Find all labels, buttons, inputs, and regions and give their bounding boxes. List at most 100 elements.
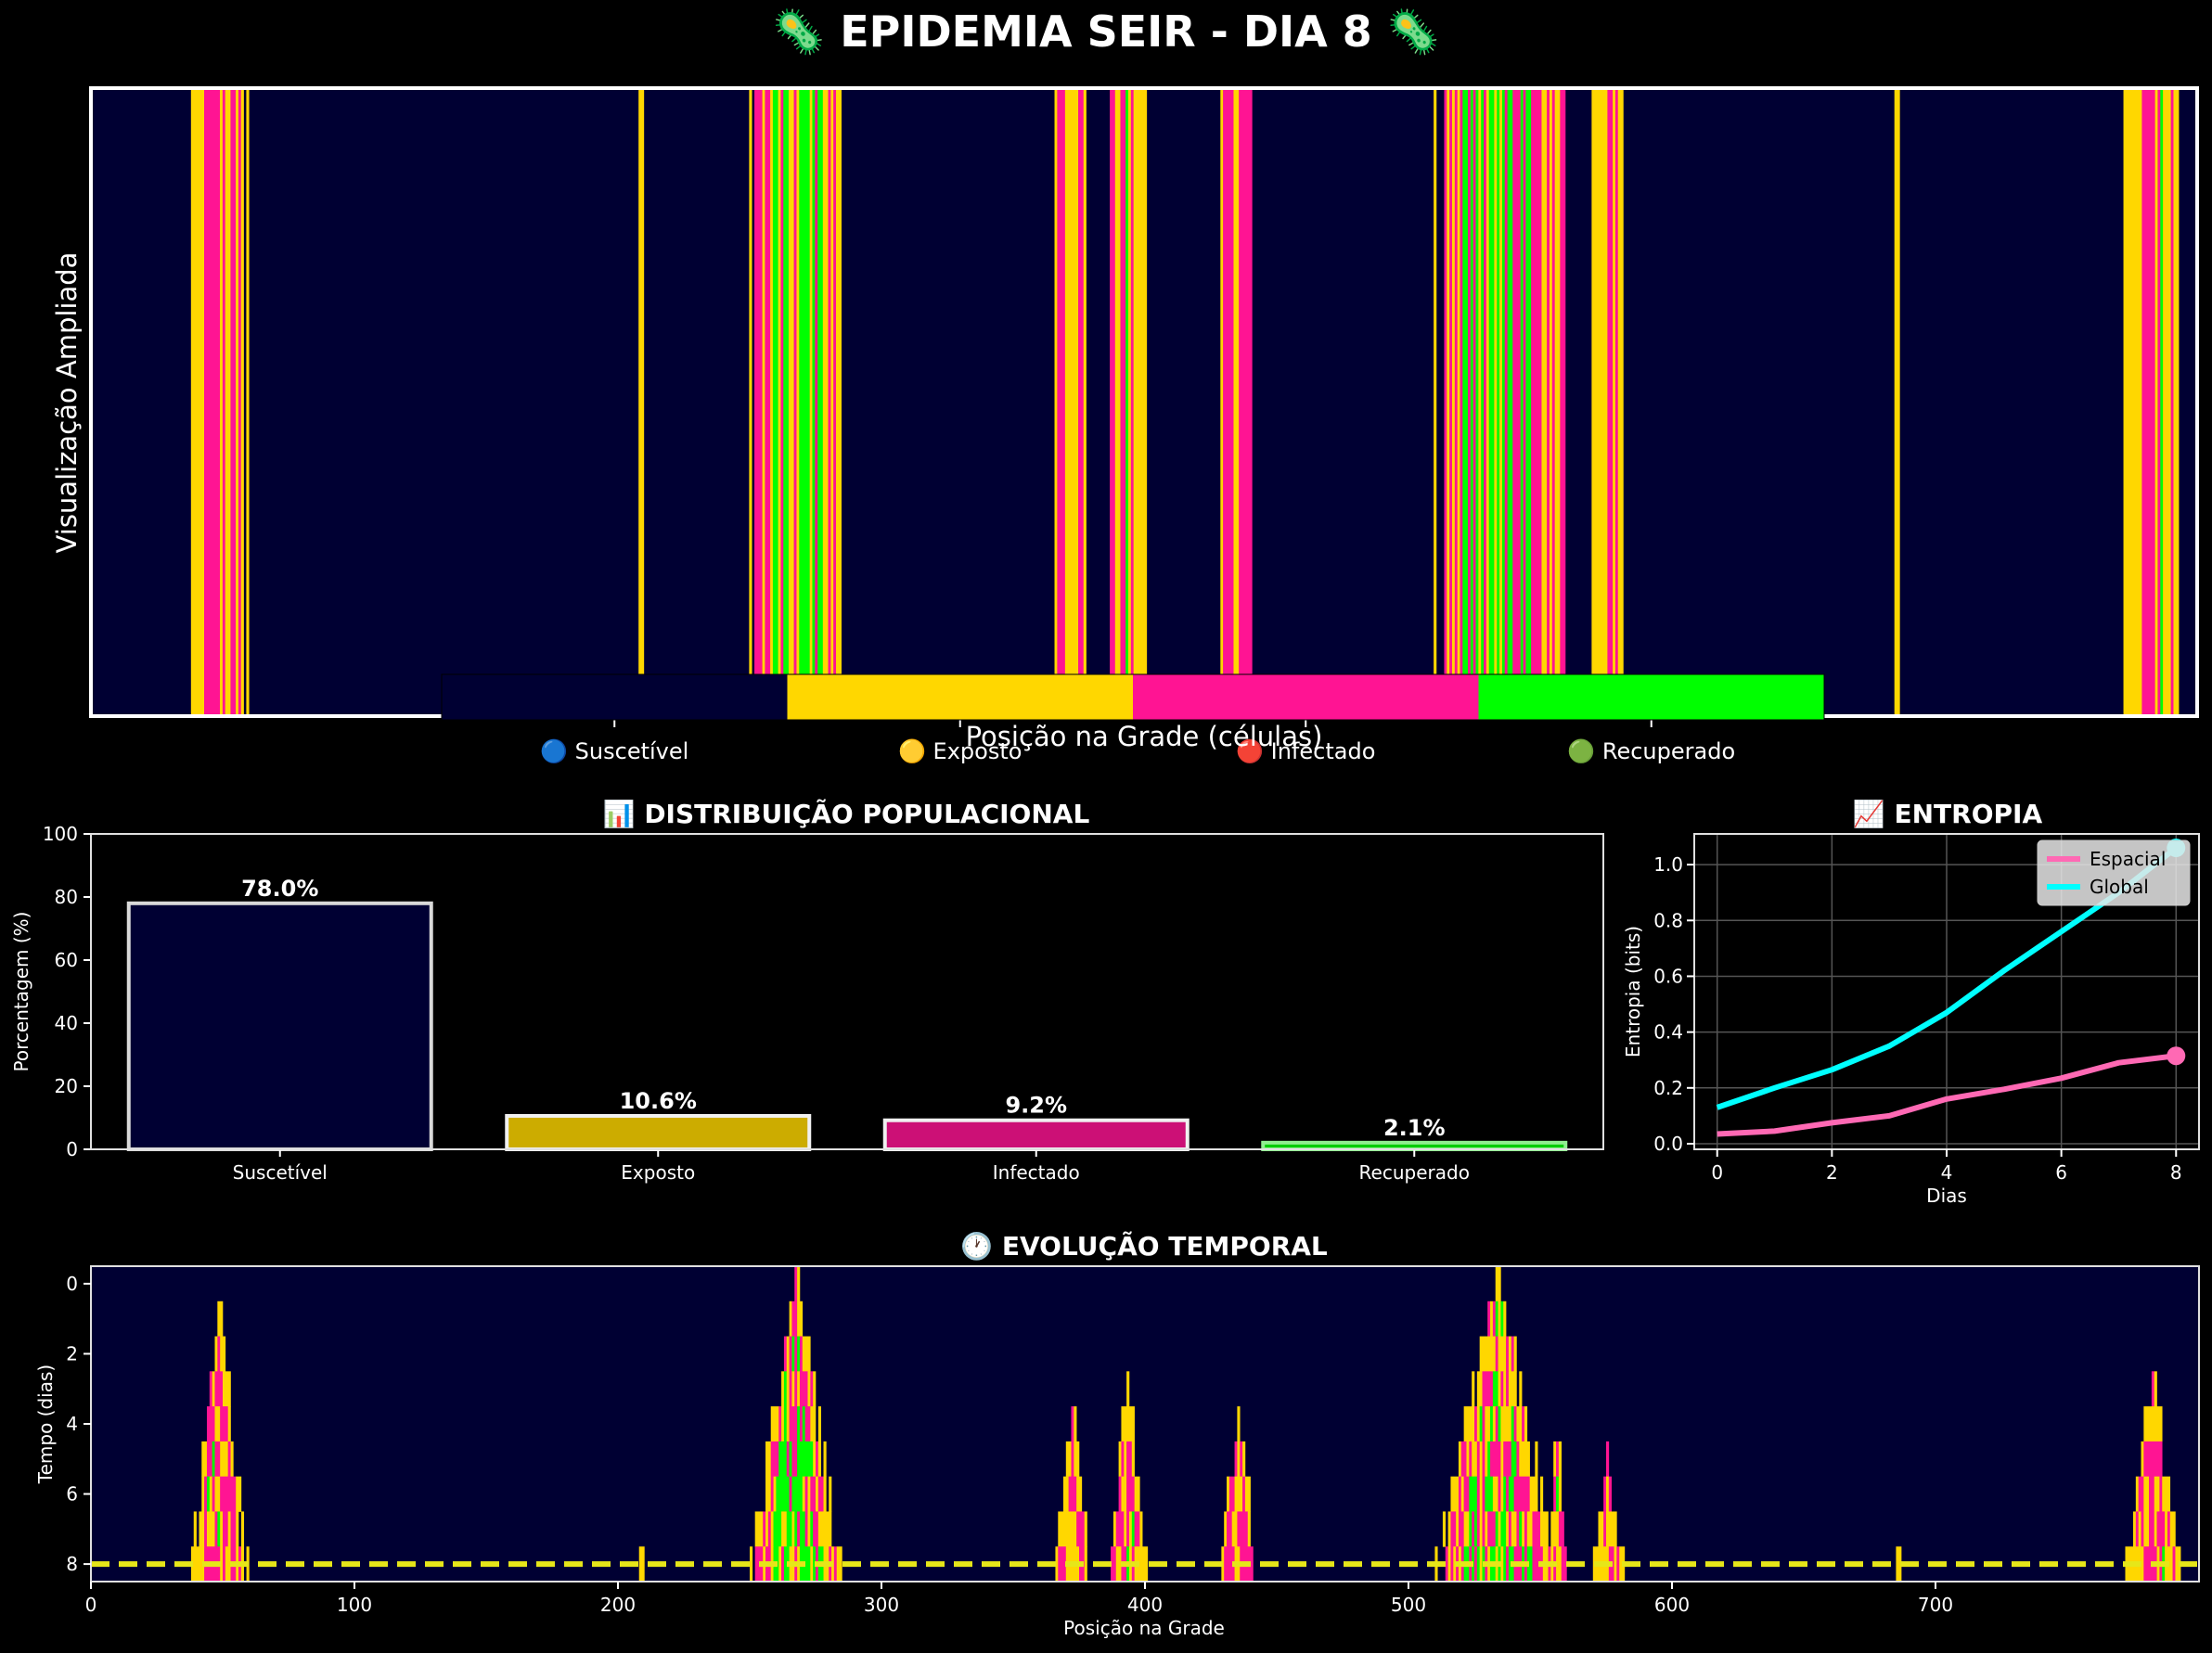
heatmap-cell-run xyxy=(204,1476,208,1512)
heatmap-cell-run xyxy=(1463,1406,1475,1442)
heatmap-cell-run xyxy=(2138,1476,2144,1512)
heatmap-cell-run xyxy=(799,1511,805,1547)
heatmap-cell-run xyxy=(802,1336,811,1372)
grid-cell-run xyxy=(1470,88,1473,716)
grid-cell-run xyxy=(1478,88,1482,716)
x-tick-label: Exposto xyxy=(621,1161,695,1184)
grid-cell-run xyxy=(1110,88,1116,716)
heatmap-cell-run xyxy=(781,1406,785,1442)
heatmap-cell-run xyxy=(1614,1546,1617,1583)
heatmap-cell-run xyxy=(1458,1441,1462,1478)
heatmap-cell-run xyxy=(1556,1441,1560,1478)
heatmap-cell-run xyxy=(1524,1511,1528,1547)
grid-cell-run xyxy=(2141,88,2155,716)
heatmap-cell-run xyxy=(1458,1476,1462,1512)
heatmap-cell-run xyxy=(789,1476,792,1512)
grid-cell-run xyxy=(1613,88,1616,716)
y-tick-label: 0.2 xyxy=(1653,1077,1683,1099)
grid-cell-run xyxy=(1078,88,1085,716)
grid-view-xlabel: Posição na Grade (células) xyxy=(966,721,1323,752)
heatmap-cell-run xyxy=(816,1441,819,1478)
heatmap-cell-run xyxy=(1065,1441,1072,1478)
heatmap-cell-run xyxy=(781,1546,785,1583)
heatmap-cell-run xyxy=(1506,1371,1510,1407)
heatmap-cell-run xyxy=(1482,1476,1485,1512)
heatmap-cell-run xyxy=(810,1371,814,1407)
grid-cell-run xyxy=(1444,88,1447,716)
bar xyxy=(126,901,433,1151)
grid-cell-run xyxy=(796,88,800,716)
distribution-ylabel: Porcentagem (%) xyxy=(10,912,32,1072)
heatmap-cell-run xyxy=(1224,1511,1228,1547)
grid-cell-run xyxy=(1499,88,1503,716)
heatmap-cell-run xyxy=(1608,1476,1612,1512)
heatmap-cell-run xyxy=(789,1301,792,1337)
heatmap-cell-run xyxy=(1479,1336,1497,1372)
heatmap-cell-run xyxy=(1503,1476,1507,1512)
heatmap-cell-run xyxy=(236,1511,239,1547)
heatmap-cell-run xyxy=(2154,1511,2157,1547)
heatmap-cell-run xyxy=(1458,1511,1464,1547)
distribution-bars: 78.0% Suscetível 10.6% Exposto 9.2% Infectado… xyxy=(126,876,1568,1184)
heatmap-cell-run xyxy=(1463,1511,1470,1547)
heatmap-cell-run xyxy=(813,1371,817,1407)
heatmap-cell-run xyxy=(1553,1476,1557,1512)
heatmap-cell-run xyxy=(2162,1476,2171,1512)
bar xyxy=(1261,1140,1568,1151)
heatmap-cell-run xyxy=(1479,1441,1483,1478)
heatmap-cell-run xyxy=(1242,1476,1246,1512)
grid-cell-run xyxy=(2170,88,2174,716)
heatmap-cell-run xyxy=(1126,1371,1130,1407)
heatmap-cell-run xyxy=(214,1441,221,1478)
heatmap-cell-run xyxy=(1526,1511,1533,1547)
grid-cell-run xyxy=(1614,88,1619,716)
heatmap-cell-run xyxy=(1134,1476,1140,1512)
heatmap-cell-run xyxy=(804,1406,811,1442)
grid-cell-run xyxy=(809,88,813,716)
grid-cell-run xyxy=(1454,88,1458,716)
colorbar-label: 🔵 Suscetível xyxy=(540,738,688,764)
heatmap-cell-run xyxy=(1472,1511,1475,1547)
heatmap-cell-run xyxy=(1134,1546,1149,1583)
heatmap-cell-run xyxy=(1247,1511,1251,1547)
colorbar-segment xyxy=(442,674,788,720)
x-tick-label: 8 xyxy=(2170,1161,2182,1184)
heatmap-cell-run xyxy=(1126,1476,1135,1512)
heatmap-cell-run xyxy=(1503,1441,1512,1478)
heatmap-cell-run xyxy=(1487,1301,1491,1337)
heatmap-cell-run xyxy=(1128,1511,1133,1547)
heatmap-cell-run xyxy=(802,1406,805,1442)
heatmap-cell-run xyxy=(791,1511,795,1547)
grid-cell-run xyxy=(1501,88,1506,716)
grid-cell-run xyxy=(1488,88,1495,716)
heatmap-cell-run xyxy=(1513,1476,1530,1512)
temporal-heatmap xyxy=(91,1266,2199,1583)
y-tick-label: 20 xyxy=(55,1075,78,1097)
temporal-title: 🕐 EVOLUÇÃO TEMPORAL xyxy=(960,1230,1328,1262)
colorbar-label: 🟡 Exposto xyxy=(898,738,1022,764)
heatmap-cell-run xyxy=(1234,1441,1238,1478)
grid-cell-run xyxy=(1523,88,1526,716)
heatmap-cell-run xyxy=(1476,1371,1483,1407)
heatmap-cell-run xyxy=(1469,1476,1478,1512)
heatmap-cell-run xyxy=(1463,1476,1470,1512)
figure-title: 🦠 EPIDEMIA SEIR - DIA 8 🦠 xyxy=(772,6,1440,57)
heatmap-cell-run xyxy=(778,1406,782,1442)
heatmap-cell-run xyxy=(1121,1441,1125,1478)
heatmap-cell-run xyxy=(765,1476,772,1512)
x-tick-label: 500 xyxy=(1391,1594,1426,1616)
grid-cell-run xyxy=(2123,88,2142,716)
heatmap-cell-run xyxy=(2149,1476,2155,1512)
heatmap-cell-run xyxy=(2135,1511,2139,1547)
heatmap-cell-run xyxy=(2154,1371,2157,1407)
heatmap-cell-run xyxy=(1522,1406,1525,1442)
grid-cell-run xyxy=(1220,88,1224,716)
heatmap-cell-run xyxy=(1511,1511,1517,1547)
heatmap-cell-run xyxy=(227,1406,231,1442)
heatmap-cell-run xyxy=(1495,1406,1498,1442)
temporal-ylabel: Tempo (dias) xyxy=(34,1365,57,1484)
grid-cell-run xyxy=(1485,88,1490,716)
grid-cell-run xyxy=(1130,88,1134,716)
heatmap-cell-run xyxy=(240,1511,245,1547)
